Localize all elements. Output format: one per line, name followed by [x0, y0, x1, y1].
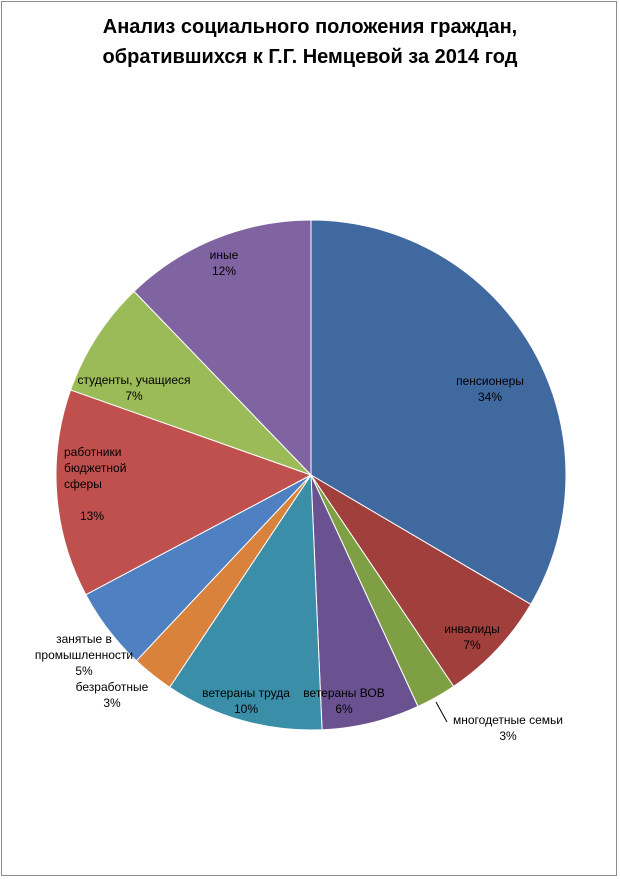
slice-category-label: сферы [64, 477, 102, 491]
slice-category-label: студенты, учащиеся [78, 373, 191, 387]
chart-title: Анализ социального положения граждан, об… [0, 12, 620, 72]
slice-value-label: 5% [75, 664, 93, 678]
slice-value-label: 10% [234, 702, 258, 716]
slice-category-label: занятые в [56, 632, 112, 646]
slice-value-label: 3% [103, 696, 121, 710]
slice-category-label: пенсионеры [456, 374, 524, 388]
slice-category-label: ветераны ВОВ [303, 686, 384, 700]
slice-category-label: инвалиды [444, 622, 500, 636]
pie-slice [310, 219, 567, 606]
slice-value-label: 13% [80, 509, 104, 523]
chart-title-line-2: обратившихся к Г.Г. Немцевой за 2014 год [102, 46, 518, 68]
slice-value-label: 34% [478, 390, 502, 404]
slice-value-label: 7% [463, 638, 481, 652]
slice-value-label: 12% [212, 264, 236, 278]
slice-value-label: 3% [499, 729, 517, 743]
slice-category-label: промышленности [35, 648, 133, 662]
slice-category-label: бюджетной [64, 461, 126, 475]
slice-category-label: иные [210, 248, 239, 262]
pie-slice [168, 473, 323, 731]
pie-slice [310, 474, 532, 688]
slice-value-label: 7% [125, 389, 143, 403]
slice-category-label: безработные [76, 680, 149, 694]
slice-category-label: ветераны труда [202, 686, 290, 700]
leader-line [435, 701, 448, 723]
slice-category-label: работники [64, 445, 121, 459]
pie-slice [55, 389, 313, 596]
chart-title-line-1: Анализ социального положения граждан, [102, 16, 518, 38]
pie-slice [69, 290, 312, 476]
slice-category-label: многодетные семьи [453, 713, 563, 727]
pie-slice [133, 219, 312, 477]
slice-value-label: 6% [335, 702, 353, 716]
